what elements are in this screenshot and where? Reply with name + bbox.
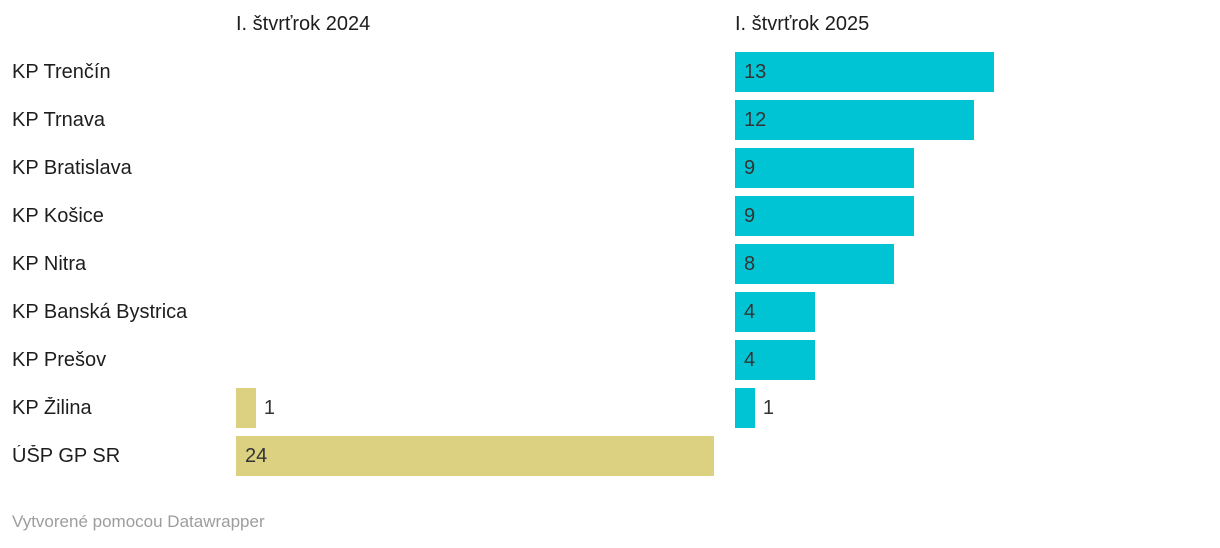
bar xyxy=(735,388,755,428)
bar-cell-2025: 4 xyxy=(735,288,1213,336)
chart-row: ÚŠP GP SR 24 xyxy=(0,432,1220,480)
chart-row: KP Nitra 8 xyxy=(0,240,1220,288)
bar: 12 xyxy=(735,100,974,140)
value-label: 8 xyxy=(744,252,756,275)
bar xyxy=(236,388,256,428)
bar: 24 xyxy=(236,436,714,476)
column-header-2024: I. štvrťrok 2024 xyxy=(236,12,371,35)
chart-row: KP Prešov 4 xyxy=(0,336,1220,384)
bar: 4 xyxy=(735,292,815,332)
bar: 4 xyxy=(735,340,815,380)
category-label: KP Trenčín xyxy=(12,60,111,83)
bar: 8 xyxy=(735,244,895,284)
bar-cell-2024 xyxy=(236,192,714,240)
chart-row: KP Žilina 1 1 xyxy=(0,384,1220,432)
bar-cell-2025: 8 xyxy=(735,240,1213,288)
value-label: 13 xyxy=(744,60,767,83)
bar: 9 xyxy=(735,196,915,236)
bar-cell-2024: 24 xyxy=(236,432,714,480)
value-label: 9 xyxy=(744,156,756,179)
bar-cell-2025: 13 xyxy=(735,48,1213,96)
category-label: KP Nitra xyxy=(12,252,87,275)
chart-rows: KP Trenčín 13 KP Trnava 12 KP Bratislava 9 KP … xyxy=(0,48,1220,480)
value-label: 24 xyxy=(245,444,268,467)
bar-cell-2025 xyxy=(735,432,1213,480)
category-label: KP Žilina xyxy=(12,396,92,419)
bar: 13 xyxy=(735,52,994,92)
chart-row: KP Bratislava 9 xyxy=(0,144,1220,192)
bar-cell-2024: 1 xyxy=(236,384,714,432)
category-label: KP Prešov xyxy=(12,348,107,371)
value-label: 1 xyxy=(762,396,775,419)
value-label: 4 xyxy=(744,348,756,371)
value-label: 1 xyxy=(263,396,276,419)
bar-cell-2024 xyxy=(236,96,714,144)
category-label: KP Trnava xyxy=(12,108,106,131)
bar: 9 xyxy=(735,148,915,188)
category-label: ÚŠP GP SR xyxy=(12,444,121,467)
value-label: 4 xyxy=(744,300,756,323)
category-label: KP Košice xyxy=(12,204,104,227)
category-label: KP Bratislava xyxy=(12,156,132,179)
column-header-2025: I. štvrťrok 2025 xyxy=(735,12,870,35)
bar-cell-2025: 9 xyxy=(735,192,1213,240)
column-headers: I. štvrťrok 2024 I. štvrťrok 2025 xyxy=(0,0,1220,48)
chart-row: KP Banská Bystrica 4 xyxy=(0,288,1220,336)
datawrapper-attribution-link[interactable]: Vytvorené pomocou Datawrapper xyxy=(12,512,265,531)
bar-cell-2024 xyxy=(236,144,714,192)
chart-row: KP Trnava 12 xyxy=(0,96,1220,144)
bar-cell-2025: 4 xyxy=(735,336,1213,384)
bar-cell-2025: 9 xyxy=(735,144,1213,192)
attribution-line: Vytvorené pomocou Datawrapper xyxy=(0,480,1220,532)
value-label: 9 xyxy=(744,204,756,227)
bar-cell-2024 xyxy=(236,288,714,336)
bar-cell-2025: 1 xyxy=(735,384,1213,432)
bar-cell-2024 xyxy=(236,240,714,288)
chart-row: KP Trenčín 13 xyxy=(0,48,1220,96)
chart-row: KP Košice 9 xyxy=(0,192,1220,240)
bar-cell-2025: 12 xyxy=(735,96,1213,144)
bar-cell-2024 xyxy=(236,48,714,96)
value-label: 12 xyxy=(744,108,767,131)
category-label: KP Banská Bystrica xyxy=(12,300,188,323)
bar-cell-2024 xyxy=(236,336,714,384)
